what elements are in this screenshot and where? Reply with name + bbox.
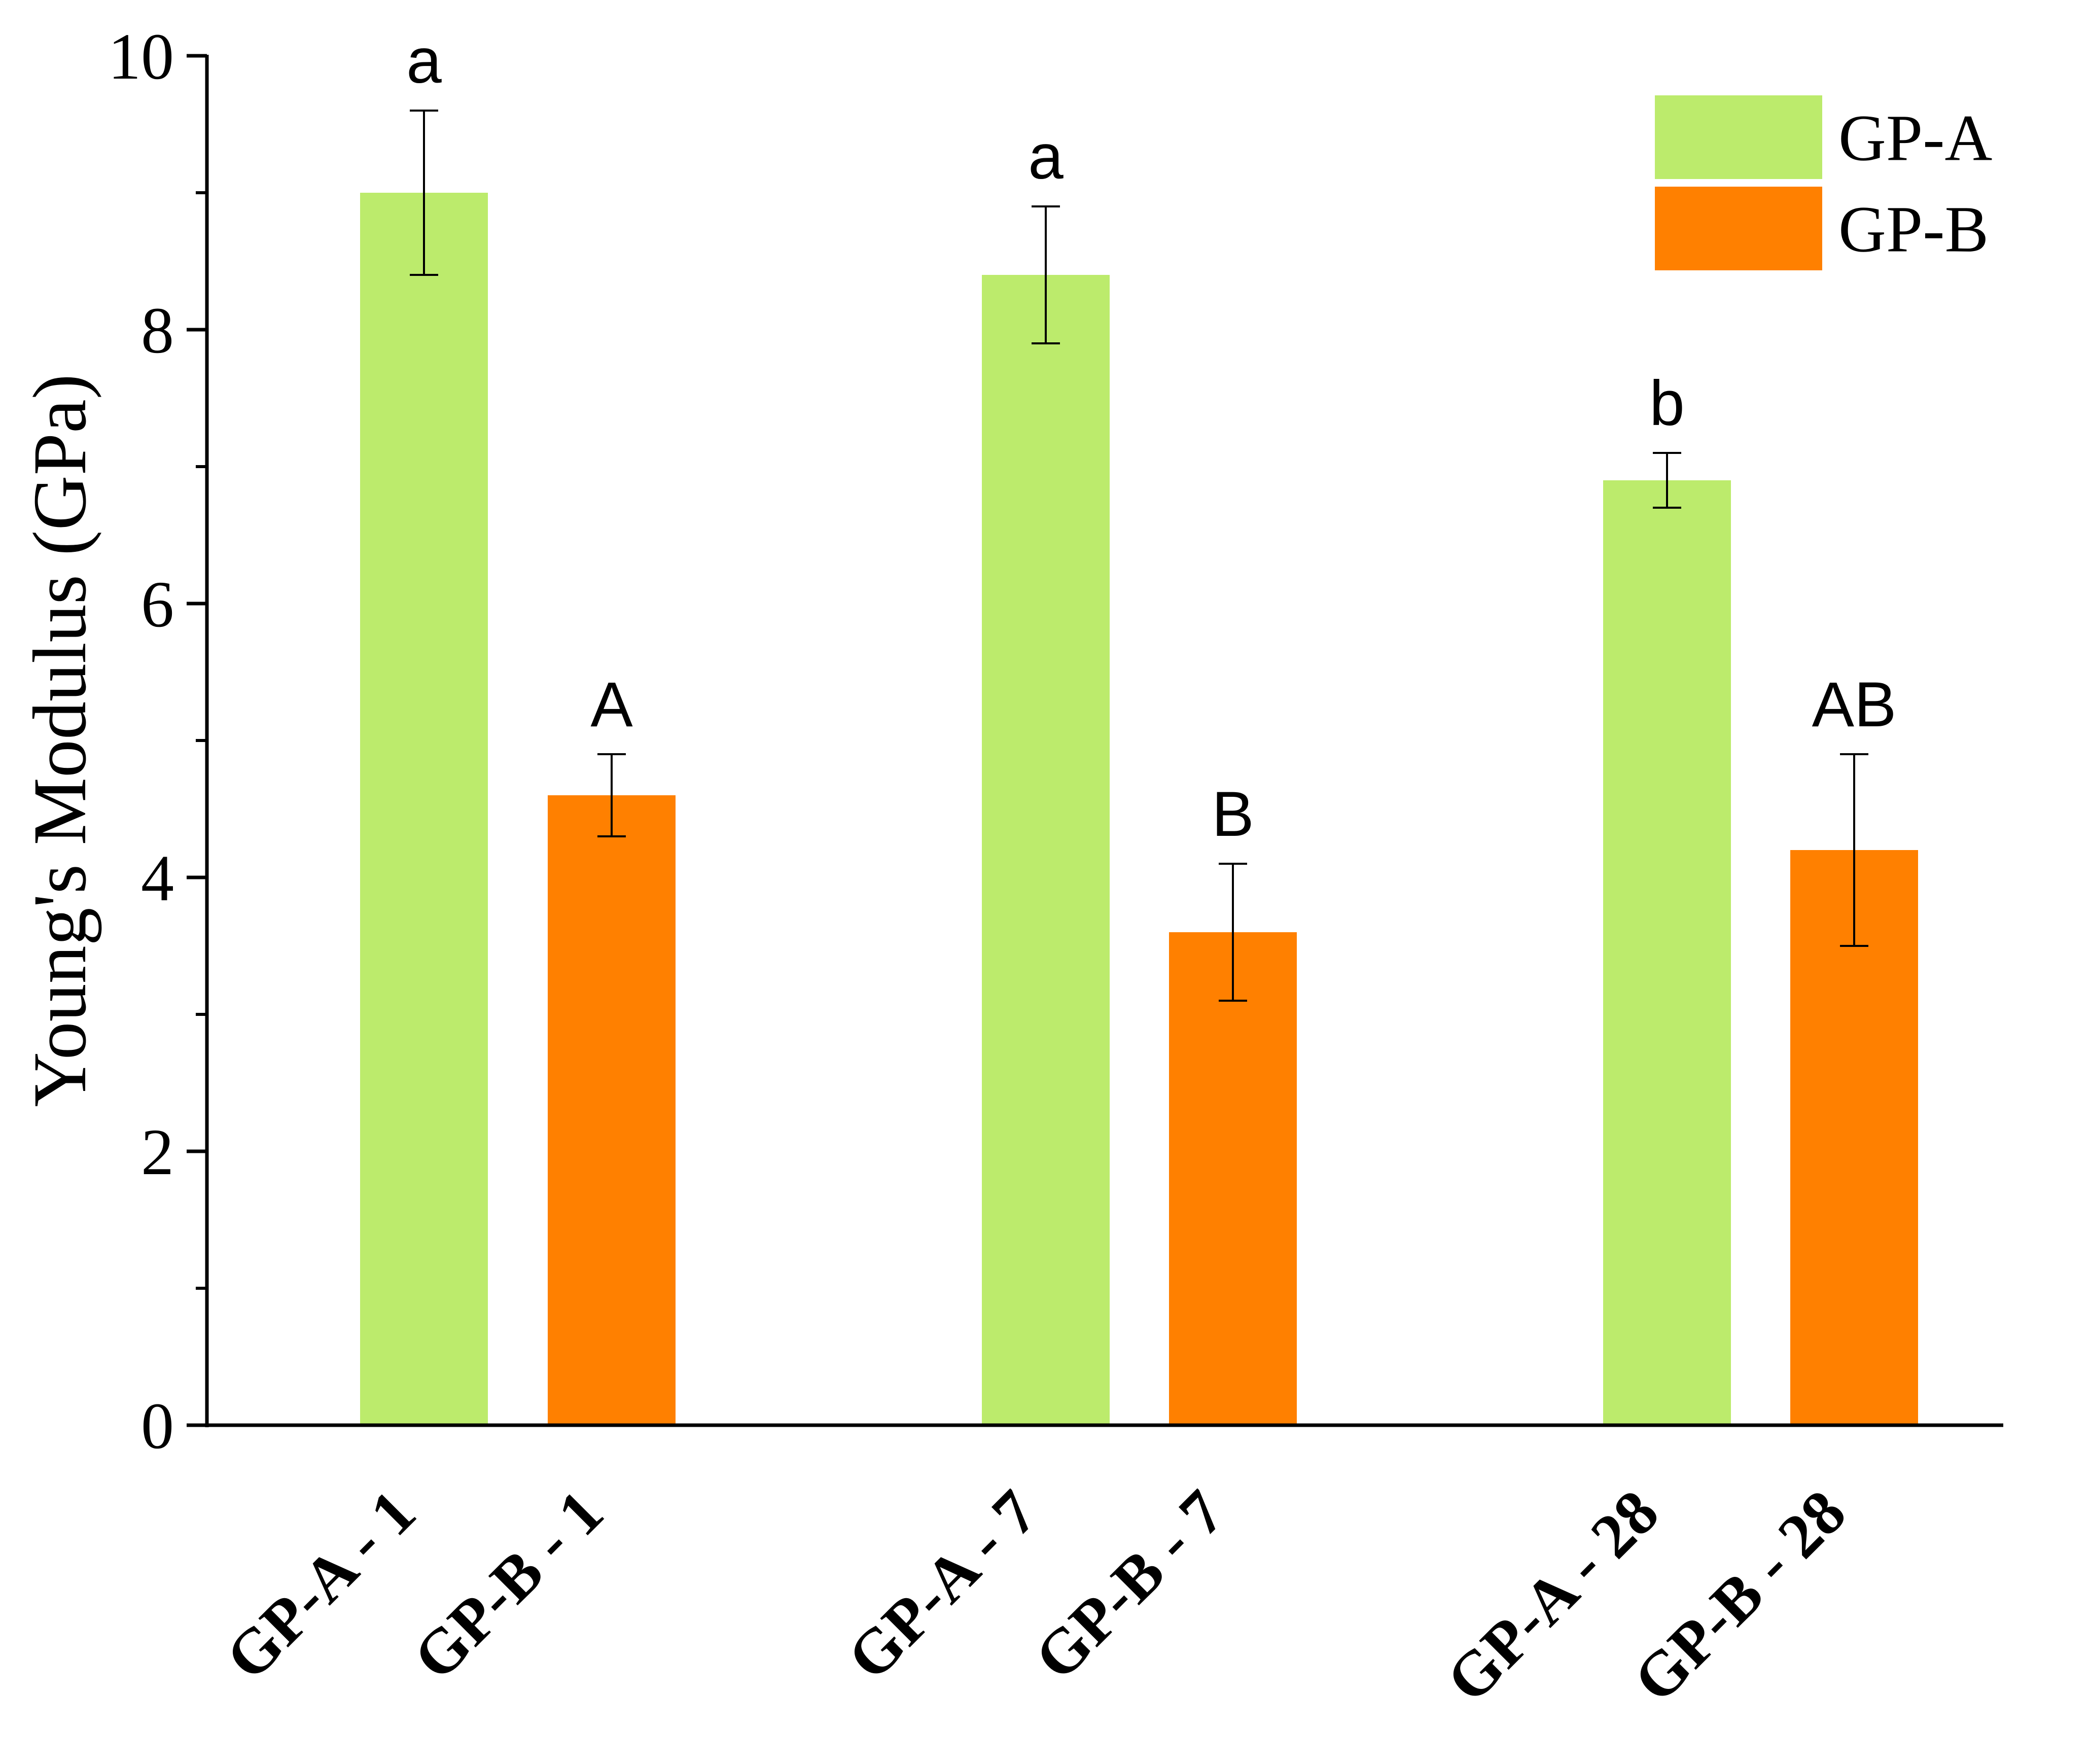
error-bar — [410, 110, 438, 276]
error-bar — [1653, 452, 1681, 509]
y-tick-label: 6 — [141, 568, 174, 641]
error-bar — [1032, 205, 1060, 344]
error-bar — [597, 753, 626, 837]
significance-layer: a Aa Bb AB — [406, 26, 1896, 850]
legend: GP-A GP-B — [1655, 95, 1992, 270]
significance-label: B — [1212, 779, 1254, 850]
significance-label: a — [406, 26, 442, 96]
error-bar — [1219, 863, 1247, 1002]
legend-label: GP-B — [1838, 193, 1989, 266]
legend-item: GP-A — [1655, 95, 1992, 179]
y-tick-label: 0 — [141, 1390, 174, 1463]
y-axis-title: Young's Modulus (GPa) — [18, 374, 102, 1107]
bar-gp-b-7 — [1169, 932, 1297, 1425]
significance-label: a — [1028, 122, 1064, 192]
x-category-label: GP-B - 7 — [1021, 1477, 1238, 1694]
y-tick-label: 10 — [108, 20, 174, 93]
significance-label: A — [590, 669, 633, 740]
bars-layer — [360, 193, 1918, 1425]
legend-swatch — [1655, 95, 1822, 179]
x-category-label: GP-A - 7 — [834, 1477, 1051, 1694]
y-tick-label: 4 — [141, 842, 174, 915]
y-tick-label: 2 — [141, 1116, 174, 1189]
x-category-label: GP-B - 1 — [400, 1477, 617, 1694]
bar-gp-a-7 — [982, 275, 1110, 1425]
legend-swatch — [1655, 187, 1822, 270]
bar-gp-a-28 — [1603, 480, 1731, 1425]
y-ticks-layer: 0 2 4 6 8 10 — [108, 20, 207, 1463]
y-tick-label: 8 — [141, 294, 174, 367]
significance-label: b — [1649, 368, 1685, 439]
bar-gp-b-1 — [548, 795, 676, 1425]
significance-label: AB — [1812, 669, 1897, 740]
bar-gp-a-1 — [360, 193, 488, 1425]
x-labels-layer: GP-A - 1GP-B - 1 GP-A - 7GP-B - 7 GP-A - 2… — [212, 1477, 1859, 1716]
legend-item: GP-B — [1655, 187, 1989, 270]
errorbars-layer — [410, 110, 1868, 1002]
legend-label: GP-A — [1838, 102, 1992, 175]
error-bar — [1840, 753, 1868, 947]
x-category-label: GP-A - 1 — [212, 1477, 429, 1694]
